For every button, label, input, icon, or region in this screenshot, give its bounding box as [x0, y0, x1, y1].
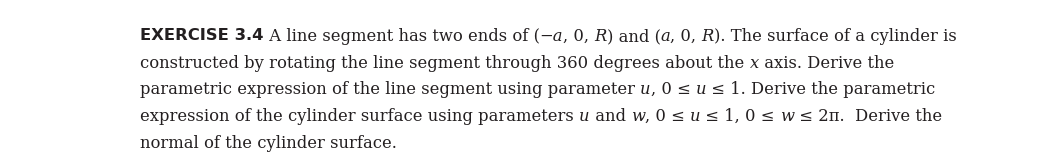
Text: constructed by rotating the line segment through 360 degrees about the: constructed by rotating the line segment…	[140, 55, 750, 72]
Text: w: w	[631, 108, 645, 125]
Text: ≤ 2π.  Derive the: ≤ 2π. Derive the	[794, 108, 942, 125]
Text: normal of the cylinder surface.: normal of the cylinder surface.	[140, 135, 397, 152]
Text: u: u	[690, 108, 701, 125]
Text: A line segment has two ends of (: A line segment has two ends of (	[264, 28, 539, 45]
Text: R: R	[702, 28, 714, 45]
Text: expression of the cylinder surface using parameters: expression of the cylinder surface using…	[140, 108, 579, 125]
Text: a: a	[660, 28, 671, 45]
Text: EXERCISE 3.4: EXERCISE 3.4	[140, 28, 264, 43]
Text: R: R	[595, 28, 607, 45]
Text: , 0 ≤: , 0 ≤	[645, 108, 690, 125]
Text: , 0,: , 0,	[671, 28, 702, 45]
Text: x: x	[750, 55, 759, 72]
Text: ). The surface of a cylinder is: ). The surface of a cylinder is	[714, 28, 956, 45]
Text: , 0,: , 0,	[563, 28, 595, 45]
Text: ≤ 1, 0 ≤: ≤ 1, 0 ≤	[701, 108, 780, 125]
Text: ≤ 1. Derive the parametric: ≤ 1. Derive the parametric	[706, 81, 936, 98]
Text: ) and (: ) and (	[607, 28, 660, 45]
Text: and: and	[589, 108, 631, 125]
Text: u: u	[640, 81, 651, 98]
Text: parametric expression of the line segment using parameter: parametric expression of the line segmen…	[140, 81, 640, 98]
Text: , 0 ≤: , 0 ≤	[651, 81, 696, 98]
Text: u: u	[696, 81, 706, 98]
Text: w: w	[780, 108, 794, 125]
Text: u: u	[579, 108, 589, 125]
Text: axis. Derive the: axis. Derive the	[759, 55, 894, 72]
Text: −a: −a	[539, 28, 563, 45]
